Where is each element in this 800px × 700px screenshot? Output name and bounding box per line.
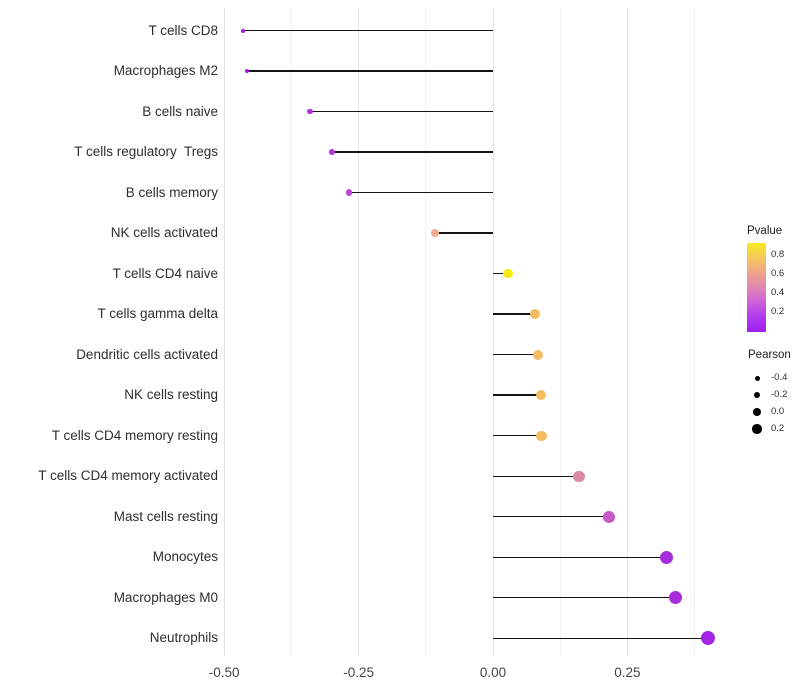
- data-point: [244, 68, 249, 74]
- data-point: [573, 470, 585, 482]
- gridline-minor: [559, 8, 561, 656]
- pvalue-tick-label: 0.2: [771, 306, 785, 317]
- y-axis-label: B cells naive: [142, 103, 218, 119]
- y-axis-label: T cells regulatory Tregs: [74, 144, 218, 160]
- gridline-minor: [425, 8, 427, 656]
- data-point: [345, 189, 353, 196]
- lollipop-stem: [243, 29, 493, 32]
- data-point: [603, 510, 616, 523]
- y-axis-label: T cells CD4 naive: [112, 265, 218, 281]
- pearson-size-label: -0.2: [771, 389, 788, 400]
- data-point: [536, 430, 547, 441]
- pearson-size-label: 0.2: [771, 423, 785, 434]
- pearson-size-dot: [752, 424, 762, 434]
- gridline-major: [358, 8, 360, 656]
- lollipop-stem: [348, 191, 493, 194]
- y-axis-label: Monocytes: [152, 549, 218, 565]
- data-point: [701, 631, 715, 646]
- data-point: [669, 591, 683, 605]
- lollipop-stem: [493, 516, 610, 518]
- lollipop-stem: [493, 272, 509, 275]
- pearson-legend-title: Pearson: [748, 349, 791, 361]
- data-point: [328, 149, 335, 155]
- pvalue-colorbar: [747, 243, 766, 332]
- y-axis-label: B cells memory: [125, 184, 218, 200]
- pvalue-tick-label: 0.8: [771, 249, 785, 260]
- lollipop-stem: [331, 151, 493, 153]
- pearson-size-label: -0.4: [771, 372, 788, 383]
- y-axis-label: T cells gamma delta: [97, 306, 218, 322]
- gridline-minor: [290, 8, 292, 656]
- data-point: [503, 268, 513, 279]
- pvalue-legend-title: Pvalue: [747, 225, 783, 237]
- data-point: [533, 349, 544, 360]
- pearson-size-dot: [753, 408, 761, 416]
- lollipop-stem: [493, 313, 535, 315]
- x-axis-tick-label: 0.00: [479, 665, 507, 680]
- lollipop-stem: [493, 475, 580, 477]
- y-axis-label: Macrophages M0: [113, 589, 218, 605]
- data-point: [241, 28, 246, 33]
- lollipop-stem: [310, 110, 493, 113]
- data-point: [430, 229, 439, 238]
- lollipop-stem: [493, 637, 709, 639]
- y-axis-label: T cells CD8: [148, 22, 218, 38]
- y-axis-label: Neutrophils: [149, 630, 218, 646]
- pvalue-tick-label: 0.4: [771, 287, 785, 298]
- data-point: [659, 550, 673, 564]
- pvalue-tick-label: 0.6: [771, 268, 785, 279]
- lollipop-stem: [493, 435, 542, 437]
- lollipop-stem: [493, 556, 667, 558]
- lollipop-stem: [246, 70, 493, 72]
- y-axis-label: T cells CD4 memory activated: [38, 468, 218, 484]
- y-axis-label: Macrophages M2: [113, 63, 218, 79]
- lollipop-stem: [493, 353, 539, 356]
- y-axis-label: Mast cells resting: [113, 508, 218, 524]
- gridline-major: [223, 8, 225, 656]
- x-axis-tick-label: 0.25: [614, 665, 641, 680]
- y-axis-label: NK cells resting: [124, 387, 218, 403]
- gridline-major: [492, 8, 494, 656]
- pearson-size-dot: [753, 391, 761, 399]
- pearson-size-dot: [754, 375, 760, 381]
- y-axis-label: T cells CD4 memory resting: [51, 427, 218, 443]
- y-axis-label: Dendritic cells activated: [76, 346, 218, 362]
- lollipop-stem: [493, 597, 676, 599]
- data-point: [529, 309, 541, 320]
- y-axis-label: NK cells activated: [110, 225, 218, 241]
- data-point: [307, 108, 313, 115]
- pearson-size-label: 0.0: [771, 406, 785, 417]
- gridline-minor: [694, 8, 696, 656]
- lollipop-stem: [493, 394, 541, 396]
- gridline-major: [626, 8, 628, 656]
- x-axis-tick-label: -0.25: [343, 665, 374, 680]
- x-axis-tick-label: -0.50: [208, 665, 240, 680]
- data-point: [535, 389, 547, 401]
- lollipop-stem: [434, 232, 493, 234]
